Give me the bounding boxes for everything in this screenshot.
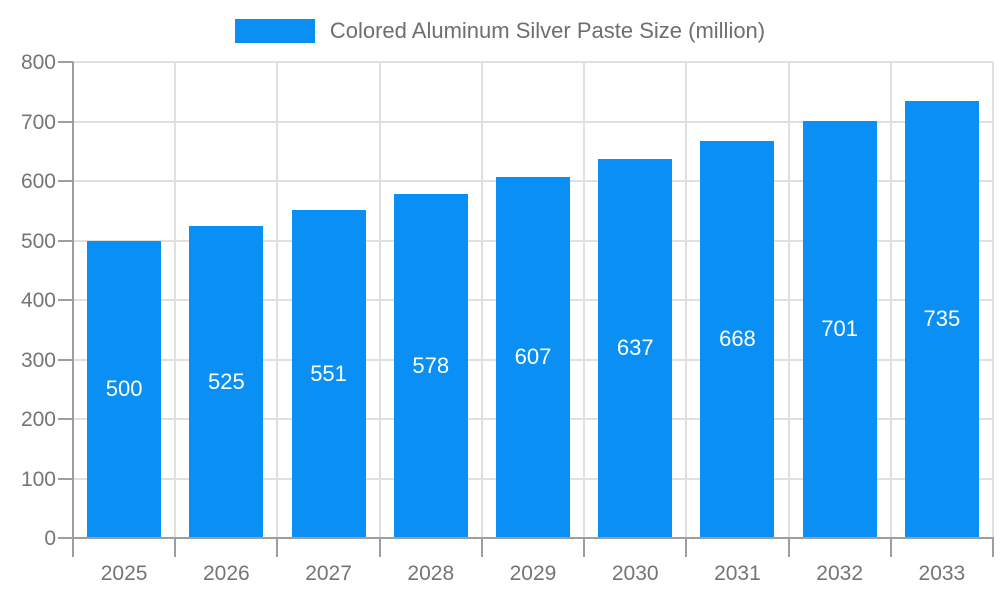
x-gridline — [787, 62, 790, 538]
y-axis-label: 200 — [20, 408, 56, 431]
bar-2026 — [189, 225, 264, 537]
y-axis-tick — [58, 358, 73, 361]
x-axis-tick — [378, 539, 381, 557]
bar-value-label: 500 — [105, 376, 143, 402]
y-axis-tick — [58, 477, 73, 480]
bar-value-label: 607 — [514, 344, 552, 370]
x-axis-tick — [583, 539, 586, 557]
y-gridline — [73, 120, 993, 123]
x-axis-label: 2029 — [509, 562, 557, 585]
x-axis-tick — [72, 539, 74, 557]
bar-2028 — [393, 194, 468, 537]
y-axis-tick — [58, 180, 73, 182]
bar-2025 — [87, 240, 162, 537]
x-gridline — [992, 62, 994, 538]
y-axis-label: 800 — [20, 51, 56, 74]
x-axis-tick — [480, 539, 483, 557]
y-gridline — [73, 61, 993, 63]
y-axis-label: 0 — [44, 527, 56, 550]
x-axis-label: 2028 — [407, 562, 455, 585]
bar-value-label: 578 — [412, 353, 450, 379]
y-axis-label: 300 — [20, 348, 56, 372]
bar-value-label: 525 — [207, 368, 245, 394]
x-axis-tick — [889, 539, 892, 557]
y-axis-tick — [58, 299, 73, 301]
y-axis-label: 500 — [20, 229, 56, 253]
y-axis-label: 400 — [20, 289, 56, 312]
x-gridline — [276, 62, 279, 538]
x-axis-label: 2025 — [100, 562, 148, 585]
bar-2027 — [291, 210, 366, 537]
x-axis-line — [72, 537, 994, 539]
x-gridline — [583, 62, 586, 538]
x-axis-label: 2026 — [202, 562, 250, 585]
bar-value-label: 701 — [821, 316, 859, 342]
bar-value-label: 637 — [616, 335, 654, 361]
x-axis-tick — [685, 539, 688, 557]
y-axis-label: 100 — [20, 467, 56, 491]
bar-2032 — [802, 120, 877, 537]
bar-value-label: 551 — [310, 361, 347, 387]
x-axis-label: 2033 — [918, 562, 966, 585]
legend-swatch — [234, 19, 315, 43]
y-axis-tick — [58, 120, 73, 123]
x-axis-tick — [276, 539, 279, 557]
x-axis-label: 2027 — [305, 562, 352, 585]
bar-2031 — [700, 140, 775, 537]
y-axis-label: 700 — [20, 110, 56, 134]
bar-2030 — [598, 158, 673, 537]
x-axis-tick — [787, 539, 790, 557]
y-axis-label: 600 — [20, 170, 56, 193]
bar-value-label: 668 — [719, 326, 756, 352]
x-gridline — [685, 62, 688, 538]
bar-2033 — [904, 100, 979, 537]
legend-label: Colored Aluminum Silver Paste Size (mill… — [329, 18, 766, 43]
y-axis-line — [72, 62, 74, 538]
legend[interactable]: Colored Aluminum Silver Paste Size (mill… — [0, 19, 1000, 43]
x-gridline — [480, 62, 483, 538]
x-axis-tick — [992, 539, 994, 557]
bar-2029 — [496, 176, 570, 537]
x-gridline — [174, 62, 177, 538]
x-axis-label: 2030 — [611, 562, 659, 585]
x-gridline — [378, 62, 381, 538]
bar-value-label: 735 — [923, 306, 961, 332]
x-axis-tick — [174, 539, 177, 557]
y-axis-tick — [58, 239, 73, 242]
y-axis-tick — [58, 418, 73, 420]
x-axis-label: 2032 — [816, 562, 864, 585]
y-axis-tick — [58, 537, 73, 539]
x-gridline — [889, 62, 892, 538]
x-axis-label: 2031 — [714, 562, 761, 585]
y-axis-tick — [58, 61, 73, 63]
